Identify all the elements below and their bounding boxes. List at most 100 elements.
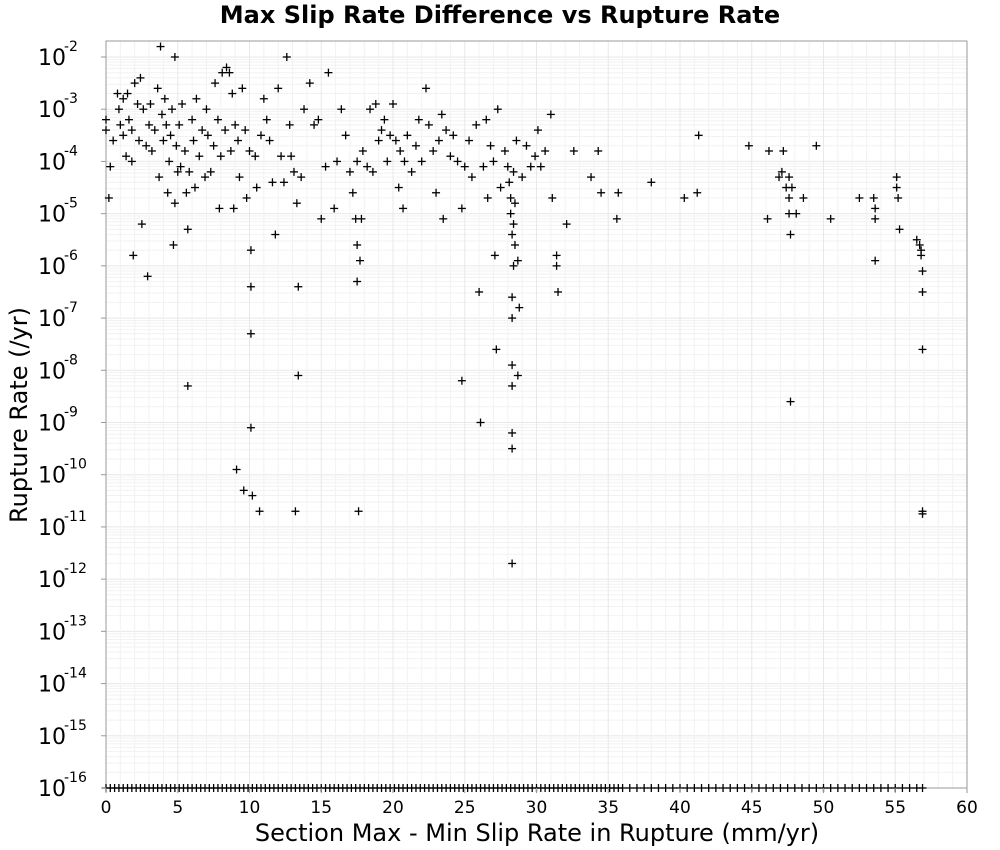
data-point — [180, 146, 189, 155]
data-point — [522, 141, 531, 150]
y-tick-exponent: -2 — [64, 39, 78, 55]
data-point — [216, 152, 225, 161]
data-point — [472, 120, 481, 129]
data-point — [170, 199, 179, 208]
data-point — [787, 183, 796, 192]
data-point — [183, 381, 192, 390]
data-point — [277, 152, 286, 161]
y-tick-label: 10-4 — [38, 143, 78, 175]
y-tick-base: 10 — [38, 673, 66, 698]
y-tick-base: 10 — [38, 150, 66, 175]
data-point — [321, 162, 330, 171]
data-point — [238, 84, 247, 93]
data-point — [341, 131, 350, 140]
data-point — [892, 183, 901, 192]
data-point — [918, 287, 927, 296]
data-point — [508, 314, 517, 323]
data-point — [386, 131, 395, 140]
data-point — [871, 256, 880, 265]
data-point — [165, 157, 174, 166]
data-point — [337, 105, 346, 114]
data-point — [437, 110, 446, 119]
x-tick-label: 50 — [813, 798, 835, 818]
data-point — [719, 784, 728, 792]
data-point — [355, 256, 364, 265]
data-point — [201, 173, 210, 182]
data-point — [493, 105, 502, 114]
data-point — [562, 220, 571, 229]
data-point — [841, 784, 850, 792]
data-point — [446, 152, 455, 161]
data-point — [429, 146, 438, 155]
data-point — [391, 136, 400, 145]
data-point — [104, 193, 113, 202]
data-point — [317, 214, 326, 223]
data-point — [185, 167, 194, 176]
data-point — [894, 193, 903, 202]
x-tick-label: 30 — [526, 798, 548, 818]
data-point — [905, 784, 914, 792]
data-point — [182, 188, 191, 197]
data-point — [762, 784, 771, 792]
data-point — [647, 178, 656, 187]
data-point — [612, 214, 621, 223]
data-point — [142, 141, 151, 150]
data-point — [294, 371, 303, 380]
data-point — [552, 251, 561, 260]
data-point — [116, 120, 125, 129]
data-point — [285, 120, 294, 129]
data-point — [508, 428, 517, 437]
data-point — [399, 204, 408, 213]
data-point — [310, 120, 319, 129]
data-point — [155, 173, 164, 182]
data-point — [246, 329, 255, 338]
data-point — [465, 136, 474, 145]
data-point — [147, 146, 156, 155]
y-tick-exponent: -12 — [64, 561, 87, 577]
x-axis-label: Section Max - Min Slip Rate in Rupture (… — [255, 819, 819, 847]
data-point — [178, 99, 187, 108]
data-point — [170, 53, 179, 61]
data-point — [690, 784, 699, 792]
data-point — [754, 784, 763, 792]
chart-title: Max Slip Rate Difference vs Rupture Rate — [220, 1, 780, 29]
data-point — [483, 193, 492, 202]
data-point — [509, 220, 518, 229]
data-point — [241, 126, 250, 135]
data-point — [119, 94, 128, 103]
data-point — [228, 89, 237, 98]
data-point — [245, 146, 254, 155]
y-tick-exponent: -10 — [64, 457, 87, 473]
data-point — [618, 784, 627, 792]
data-point — [546, 110, 555, 119]
data-point — [460, 162, 469, 171]
data-point — [255, 507, 264, 516]
data-point — [869, 784, 878, 792]
data-point — [826, 784, 835, 792]
data-point — [862, 784, 871, 792]
data-point — [231, 120, 240, 129]
y-tick-base: 10 — [38, 568, 66, 593]
y-tick-label: 10-5 — [38, 196, 78, 228]
data-point — [680, 193, 689, 202]
y-tick-base: 10 — [38, 203, 66, 228]
data-point — [508, 230, 517, 239]
y-tick-label: 10-6 — [38, 248, 78, 280]
data-point — [912, 235, 921, 244]
data-point — [457, 376, 466, 385]
data-point — [102, 115, 110, 124]
data-point — [509, 261, 518, 270]
y-tick-exponent: -8 — [64, 352, 78, 368]
data-point — [647, 784, 656, 792]
y-tick-base: 10 — [38, 412, 66, 437]
data-point — [777, 167, 786, 176]
data-point — [127, 157, 136, 166]
data-point — [785, 209, 794, 218]
data-point — [242, 193, 251, 202]
data-point — [414, 115, 423, 124]
data-point — [246, 246, 255, 255]
data-point — [683, 784, 692, 792]
data-point — [432, 188, 441, 197]
x-tick-label: 25 — [454, 798, 476, 818]
data-point — [449, 131, 458, 140]
